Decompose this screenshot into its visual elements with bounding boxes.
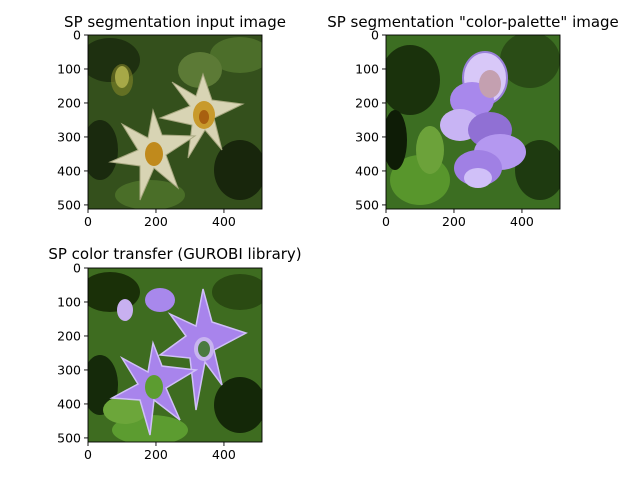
- ticks: 0 200 400 0 100 200 300 400 500: [57, 261, 236, 463]
- y-tick-label: 0: [73, 261, 81, 276]
- axes-frame: [87, 267, 263, 443]
- panel-title: SP segmentation input image: [64, 13, 286, 31]
- y-tick-label: 0: [73, 28, 81, 43]
- y-tick-label: 400: [57, 163, 81, 178]
- x-tick-label: 400: [212, 214, 236, 229]
- y-tick-label: 100: [57, 61, 81, 76]
- panel-input-image: SP segmentation input image 0 200 400 0 100 2…: [57, 13, 286, 229]
- y-tick-label: 400: [57, 396, 81, 411]
- color-transfer-image: [88, 268, 262, 442]
- x-tick-label: 0: [382, 214, 390, 229]
- panel-color-transfer: SP color transfer (GUROBI library) 0 200 4…: [48, 245, 301, 462]
- x-tick-label: 200: [144, 447, 168, 462]
- axes-frame: [87, 34, 263, 210]
- y-tick-label: 300: [57, 129, 81, 144]
- y-tick-label: 200: [355, 95, 379, 110]
- axes-frame: [385, 34, 561, 210]
- x-tick-label: 0: [84, 447, 92, 462]
- panel-title: SP color transfer (GUROBI library): [48, 245, 301, 263]
- ticks: 0 200 400 0 100 200 300 400 500: [355, 28, 534, 230]
- x-tick-label: 400: [510, 214, 534, 229]
- panel-palette-image: SP segmentation "color-palette" image 0 2…: [327, 13, 619, 229]
- y-tick-label: 300: [57, 362, 81, 377]
- y-tick-label: 200: [57, 95, 81, 110]
- y-tick-label: 500: [57, 197, 81, 212]
- input-image: [88, 35, 262, 209]
- y-tick-label: 300: [355, 129, 379, 144]
- y-tick-label: 200: [57, 328, 81, 343]
- y-tick-label: 500: [57, 430, 81, 445]
- panel-title: SP segmentation "color-palette" image: [327, 13, 619, 31]
- y-tick-label: 500: [355, 197, 379, 212]
- y-tick-label: 0: [371, 28, 379, 43]
- x-tick-label: 0: [84, 214, 92, 229]
- x-tick-label: 400: [212, 447, 236, 462]
- x-tick-label: 200: [144, 214, 168, 229]
- y-tick-label: 400: [355, 163, 379, 178]
- y-tick-label: 100: [355, 61, 379, 76]
- ticks: 0 200 400 0 100 200 300 400 500: [57, 28, 236, 230]
- x-tick-label: 200: [442, 214, 466, 229]
- y-tick-label: 100: [57, 294, 81, 309]
- palette-image: [386, 35, 560, 209]
